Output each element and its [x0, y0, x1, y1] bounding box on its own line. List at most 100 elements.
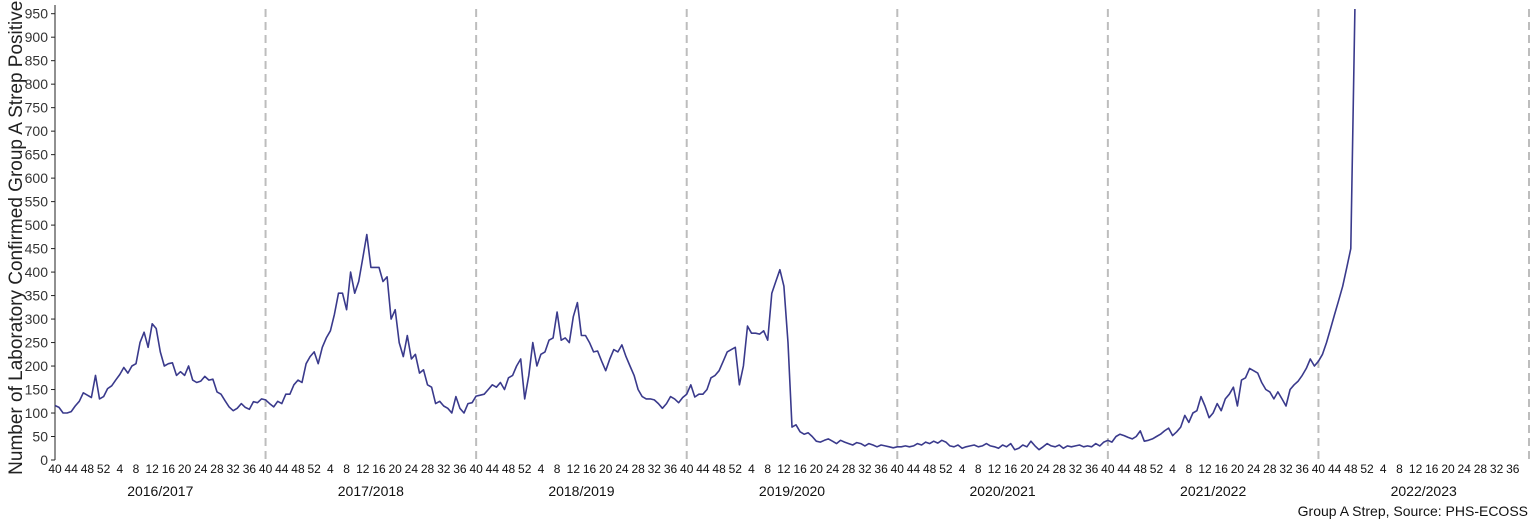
- y-tick-label: 950: [25, 6, 49, 22]
- x-week-tick-label: 4: [748, 462, 755, 476]
- x-week-tick-label: 20: [178, 462, 192, 476]
- y-tick-label: 550: [25, 194, 49, 210]
- y-tick-label: 500: [25, 217, 49, 233]
- x-week-tick-label: 44: [486, 462, 500, 476]
- x-week-tick-label: 40: [891, 462, 905, 476]
- x-week-tick-label: 8: [133, 462, 140, 476]
- x-week-tick-label: 24: [194, 462, 208, 476]
- x-week-tick-label: 16: [1004, 462, 1018, 476]
- y-tick-label: 900: [25, 29, 49, 45]
- season-label: 2017/2018: [338, 483, 404, 499]
- x-week-tick-label: 4: [959, 462, 966, 476]
- x-week-tick-label: 40: [259, 462, 273, 476]
- x-week-tick-label: 20: [388, 462, 402, 476]
- y-tick-label: 650: [25, 147, 49, 163]
- x-week-tick-label: 16: [1425, 462, 1439, 476]
- x-week-tick-label: 40: [1101, 462, 1115, 476]
- x-week-tick-label: 28: [1474, 462, 1488, 476]
- x-week-tick-label: 24: [1036, 462, 1050, 476]
- x-week-tick-label: 20: [1231, 462, 1245, 476]
- x-week-tick-label: 16: [372, 462, 386, 476]
- x-week-tick-label: 28: [421, 462, 435, 476]
- y-tick-label: 350: [25, 288, 49, 304]
- x-week-tick-label: 20: [1441, 462, 1455, 476]
- x-week-tick-label: 24: [615, 462, 629, 476]
- x-week-tick-label: 36: [1296, 462, 1310, 476]
- y-tick-label: 250: [25, 335, 49, 351]
- x-week-tick-label: 32: [226, 462, 240, 476]
- y-tick-label: 600: [25, 170, 49, 186]
- y-tick-label: 450: [25, 241, 49, 257]
- x-week-tick-label: 48: [81, 462, 95, 476]
- x-week-tick-label: 16: [162, 462, 176, 476]
- x-week-tick-label: 32: [1069, 462, 1083, 476]
- y-tick-label: 0: [40, 452, 48, 468]
- x-week-tick-label: 8: [554, 462, 561, 476]
- x-week-tick-label: 12: [567, 462, 581, 476]
- x-week-tick-label: 40: [1312, 462, 1326, 476]
- x-week-tick-label: 4: [1380, 462, 1387, 476]
- season-label: 2020/2021: [969, 483, 1035, 499]
- season-label: 2021/2022: [1180, 483, 1246, 499]
- x-week-tick-label: 48: [291, 462, 305, 476]
- x-week-tick-label: 4: [116, 462, 123, 476]
- y-tick-label: 100: [25, 405, 49, 421]
- x-week-tick-label: 48: [712, 462, 726, 476]
- x-week-tick-label: 44: [65, 462, 79, 476]
- season-label: 2022/2023: [1391, 483, 1457, 499]
- y-tick-label: 200: [25, 358, 49, 374]
- x-week-tick-label: 20: [810, 462, 824, 476]
- y-tick-label: 50: [32, 429, 48, 445]
- x-week-tick-label: 16: [1215, 462, 1229, 476]
- x-week-tick-label: 44: [907, 462, 921, 476]
- x-week-tick-label: 44: [1328, 462, 1342, 476]
- x-week-tick-label: 8: [764, 462, 771, 476]
- x-week-tick-label: 52: [307, 462, 321, 476]
- y-tick-label: 750: [25, 100, 49, 116]
- x-week-tick-label: 36: [874, 462, 888, 476]
- x-week-tick-label: 44: [696, 462, 710, 476]
- x-week-tick-label: 48: [923, 462, 937, 476]
- x-week-tick-label: 24: [405, 462, 419, 476]
- x-week-tick-label: 24: [1458, 462, 1472, 476]
- x-week-tick-label: 40: [680, 462, 694, 476]
- season-label: 2019/2020: [759, 483, 825, 499]
- x-week-tick-label: 28: [1053, 462, 1067, 476]
- x-week-tick-label: 32: [1490, 462, 1504, 476]
- x-week-tick-label: 52: [1360, 462, 1374, 476]
- x-week-tick-label: 40: [469, 462, 483, 476]
- x-week-tick-label: 48: [1134, 462, 1148, 476]
- x-week-tick-label: 8: [343, 462, 350, 476]
- season-label: 2016/2017: [127, 483, 193, 499]
- x-week-tick-label: 16: [793, 462, 807, 476]
- x-week-tick-label: 24: [1247, 462, 1261, 476]
- x-week-tick-label: 36: [1085, 462, 1099, 476]
- x-week-tick-label: 52: [1150, 462, 1164, 476]
- y-tick-label: 700: [25, 123, 49, 139]
- y-tick-label: 400: [25, 264, 49, 280]
- x-week-tick-label: 36: [453, 462, 467, 476]
- series-line: [54, 8, 1356, 451]
- x-week-tick-label: 28: [842, 462, 856, 476]
- x-week-tick-label: 20: [1020, 462, 1034, 476]
- x-week-tick-label: 12: [356, 462, 370, 476]
- y-tick-label: 800: [25, 76, 49, 92]
- x-week-tick-label: 32: [858, 462, 872, 476]
- x-week-tick-label: 52: [939, 462, 953, 476]
- x-week-tick-label: 8: [1396, 462, 1403, 476]
- x-week-tick-label: 8: [1186, 462, 1193, 476]
- y-axis-title: Number of Laboratory Confirmed Group A S…: [6, 0, 27, 475]
- x-week-tick-label: 32: [1279, 462, 1293, 476]
- x-week-tick-label: 12: [1198, 462, 1212, 476]
- x-week-tick-label: 4: [1169, 462, 1176, 476]
- x-week-tick-label: 24: [826, 462, 840, 476]
- x-week-tick-label: 52: [729, 462, 743, 476]
- x-week-tick-label: 28: [631, 462, 645, 476]
- x-week-tick-label: 4: [538, 462, 545, 476]
- y-tick-label: 850: [25, 53, 49, 69]
- x-week-tick-label: 36: [1506, 462, 1520, 476]
- x-week-tick-label: 12: [1409, 462, 1423, 476]
- season-label: 2018/2019: [548, 483, 614, 499]
